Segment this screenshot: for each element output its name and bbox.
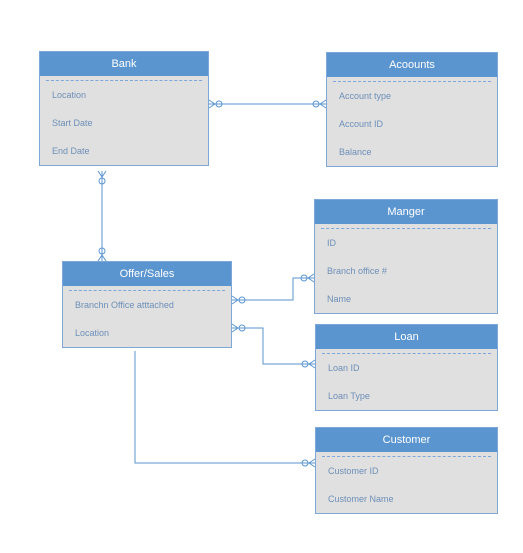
attr: Customer Name xyxy=(316,485,497,513)
entity-header-loan: Loan xyxy=(316,325,497,349)
entity-body-bank: Location Start Date End Date xyxy=(40,80,208,165)
entity-accounts[interactable]: Acoounts Account type Account ID Balance xyxy=(326,52,498,167)
attr: Balance xyxy=(327,138,497,166)
entity-header-manager: Manger xyxy=(315,200,497,224)
attr: Loan ID xyxy=(316,354,497,382)
entity-body-offersales: Branchn Office atttached Location xyxy=(63,290,231,347)
entity-header-offersales: Offer/Sales xyxy=(63,262,231,286)
entity-body-loan: Loan ID Loan Type xyxy=(316,353,497,410)
attr: Account ID xyxy=(327,110,497,138)
entity-body-customer: Customer ID Customer Name xyxy=(316,456,497,513)
attr: Location xyxy=(63,319,231,347)
entity-header-bank: Bank xyxy=(40,52,208,76)
entity-customer[interactable]: Customer Customer ID Customer Name xyxy=(315,427,498,514)
entity-header-accounts: Acoounts xyxy=(327,53,497,77)
attr: End Date xyxy=(40,137,208,165)
entity-manager[interactable]: Manger ID Branch office # Name xyxy=(314,199,498,314)
entity-body-manager: ID Branch office # Name xyxy=(315,228,497,313)
attr: Name xyxy=(315,285,497,313)
attr: Customer ID xyxy=(316,457,497,485)
attr: Account type xyxy=(327,82,497,110)
entity-offersales[interactable]: Offer/Sales Branchn Office atttached Loc… xyxy=(62,261,232,348)
attr: Location xyxy=(40,81,208,109)
entity-loan[interactable]: Loan Loan ID Loan Type xyxy=(315,324,498,411)
entity-bank[interactable]: Bank Location Start Date End Date xyxy=(39,51,209,166)
attr: Loan Type xyxy=(316,382,497,410)
attr: Branch office # xyxy=(315,257,497,285)
entity-header-customer: Customer xyxy=(316,428,497,452)
attr: Start Date xyxy=(40,109,208,137)
entity-body-accounts: Account type Account ID Balance xyxy=(327,81,497,166)
attr: ID xyxy=(315,229,497,257)
attr: Branchn Office atttached xyxy=(63,291,231,319)
